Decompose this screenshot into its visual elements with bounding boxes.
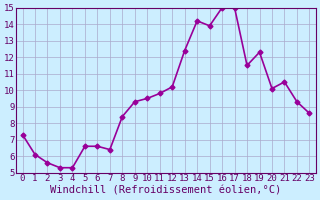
X-axis label: Windchill (Refroidissement éolien,°C): Windchill (Refroidissement éolien,°C)	[50, 186, 282, 196]
